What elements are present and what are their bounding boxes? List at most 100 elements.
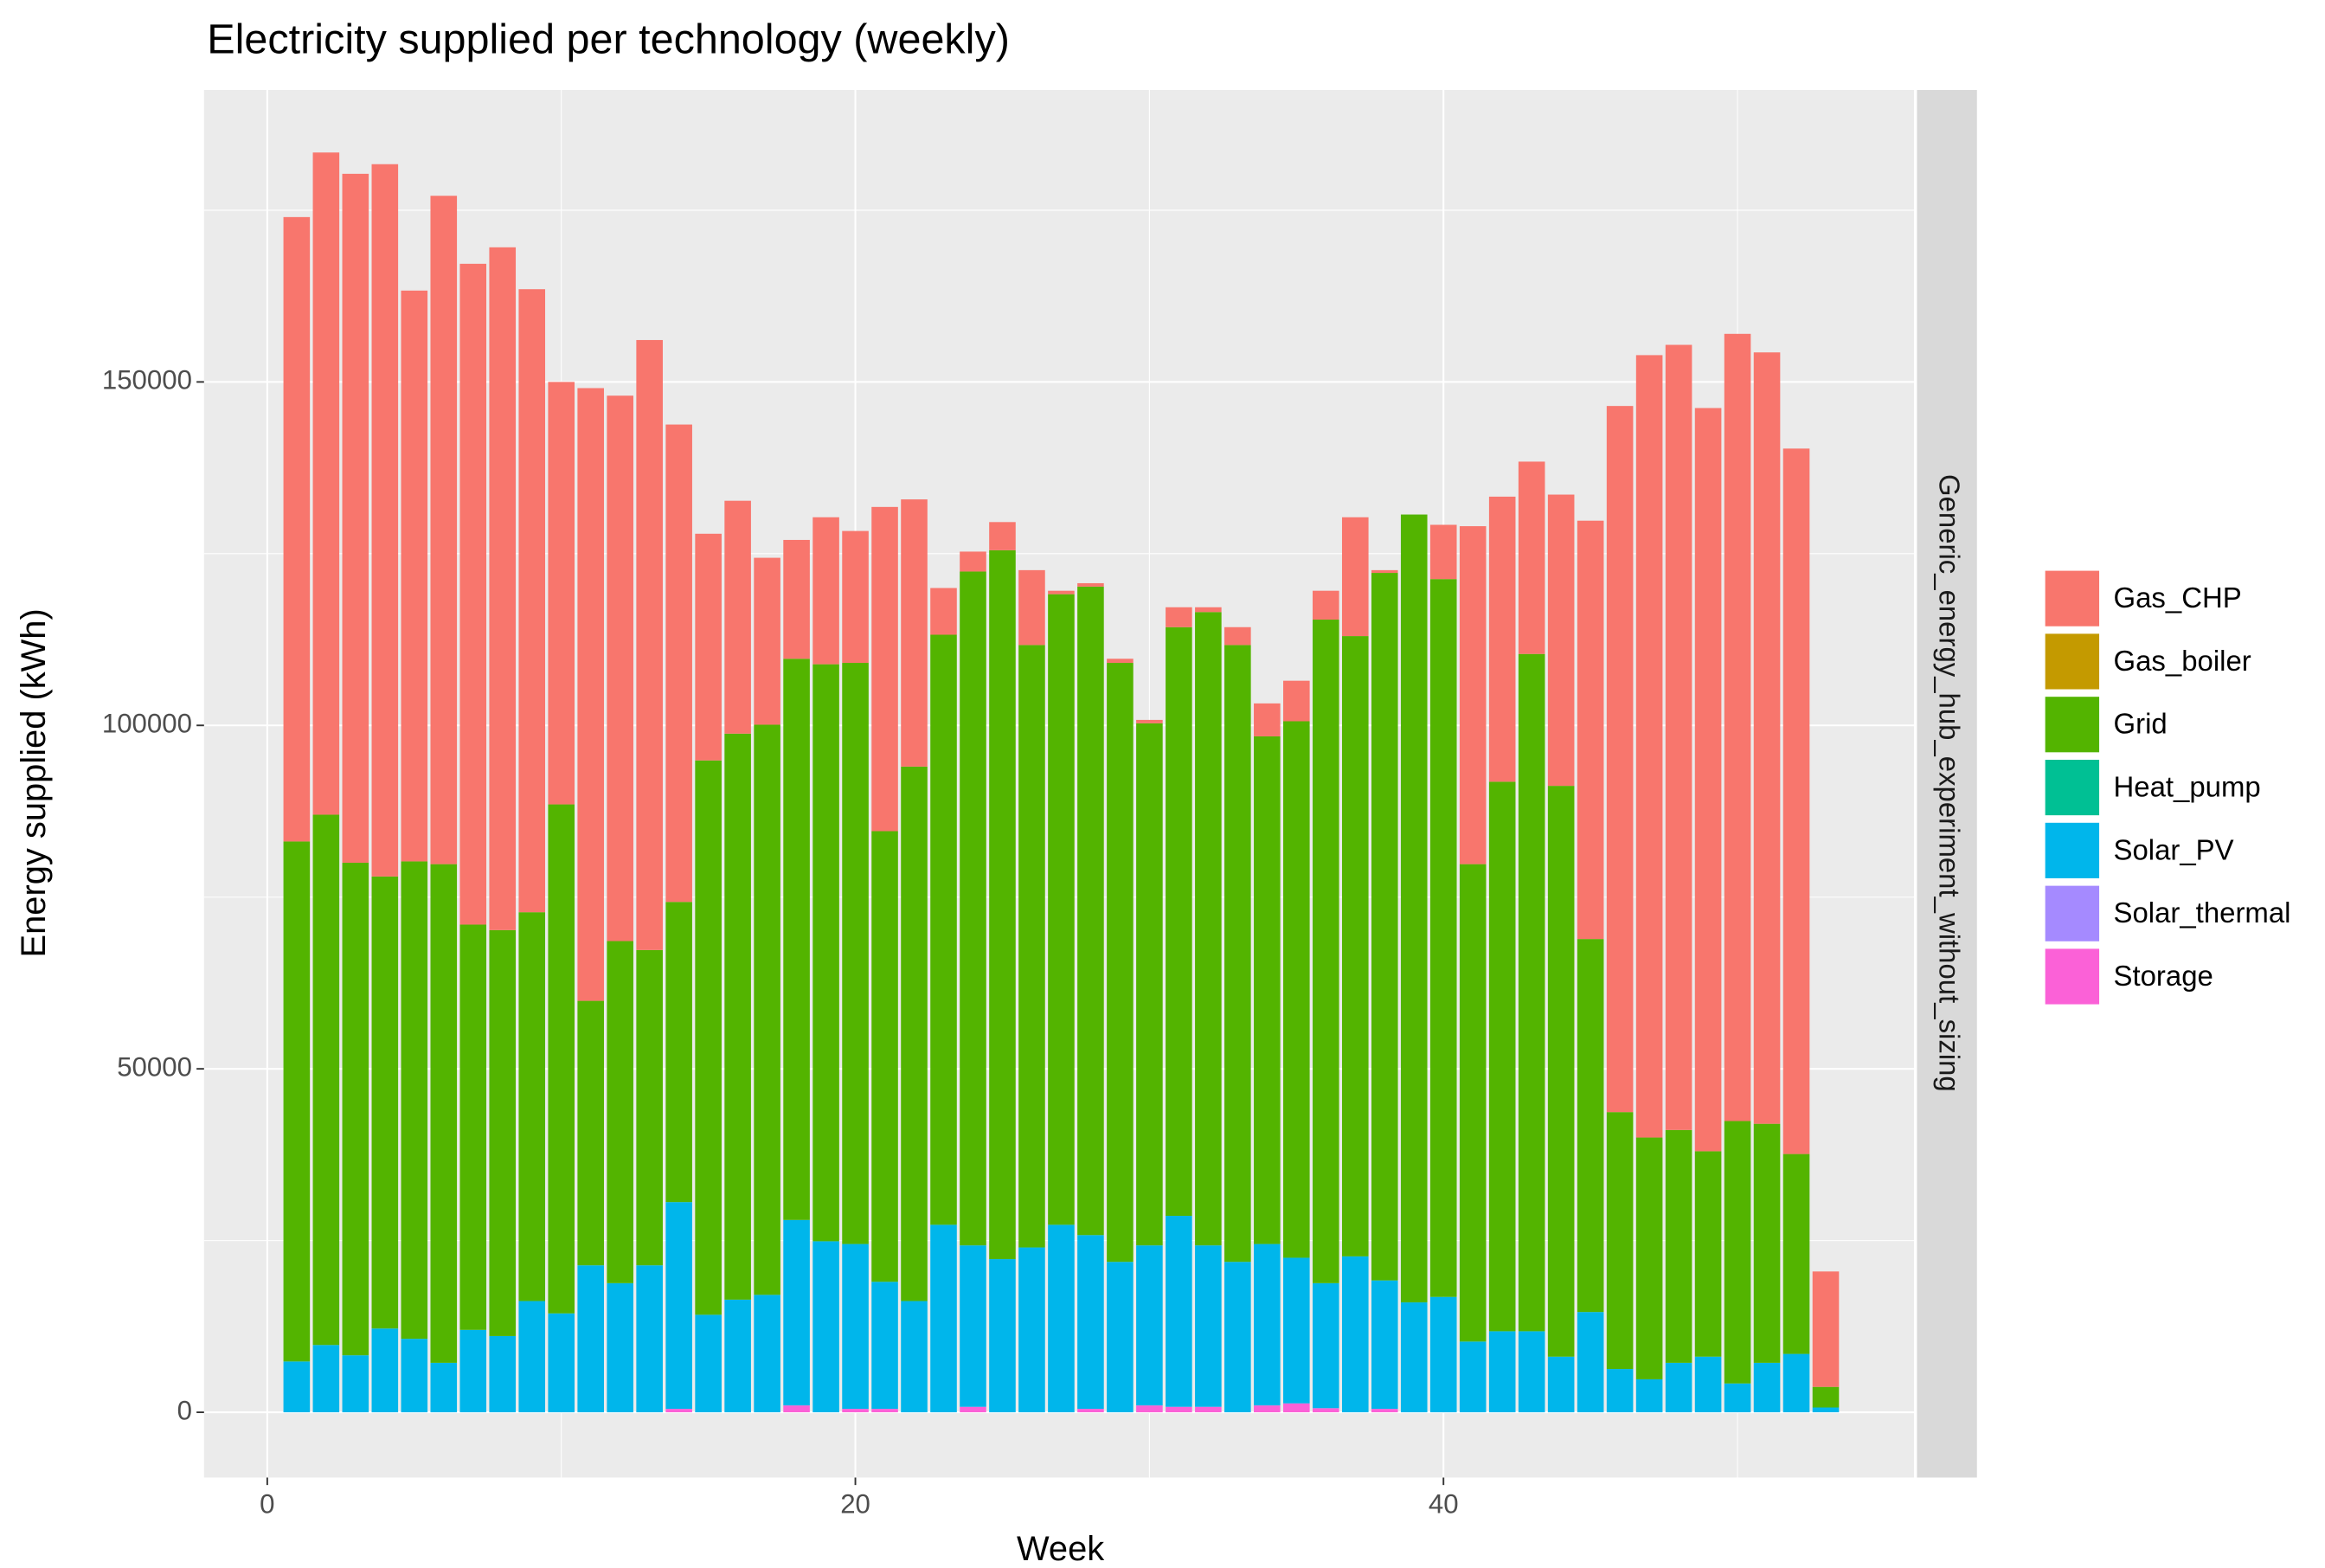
bar-segment: [1077, 582, 1104, 587]
bar-segment: [1107, 1262, 1134, 1413]
bar-segment: [636, 339, 663, 950]
bar-segment: [842, 530, 869, 664]
bar-segment: [1107, 659, 1134, 664]
bar-segment: [401, 1339, 428, 1413]
bar-segment: [312, 152, 340, 815]
bar-segment: [1371, 1280, 1398, 1410]
bar-segment: [1518, 1331, 1545, 1413]
bar-segment: [1195, 1406, 1222, 1413]
legend: Gas_CHP Gas_boiler Grid Heat_pump Solar_PV So…: [2043, 569, 2290, 1006]
legend-key: [2043, 569, 2101, 628]
bar-segment: [1518, 653, 1545, 1332]
bar-segment: [1429, 524, 1457, 580]
bar-segment: [1254, 703, 1281, 736]
bar-segment: [1488, 781, 1516, 1332]
legend-label: Storage: [2114, 960, 2213, 992]
y-tick-label: 0: [177, 1395, 192, 1425]
bar-segment: [930, 1224, 957, 1413]
bar-segment: [1136, 719, 1163, 723]
legend-label: Solar_PV: [2114, 833, 2234, 865]
bar-segment: [548, 1313, 575, 1413]
bar-segment: [1224, 1262, 1251, 1413]
bar-segment: [1782, 1154, 1810, 1354]
bar-segment: [1166, 627, 1192, 1217]
bar-segment: [960, 551, 986, 572]
bar-segment: [1224, 645, 1251, 1263]
bar-segment: [1577, 520, 1604, 940]
bar-segment: [812, 517, 839, 665]
bar-segment: [1048, 1224, 1075, 1413]
bars: [283, 152, 1840, 1413]
bar-segment: [1753, 352, 1781, 1124]
legend-label: Gas_CHP: [2114, 582, 2242, 614]
bar-segment: [577, 388, 604, 1001]
bar-segment: [1724, 333, 1751, 1121]
bar-segment: [1400, 1302, 1428, 1413]
legend-key: [2043, 947, 2101, 1006]
bar-segment: [283, 1361, 311, 1413]
bar-segment: [1488, 1331, 1516, 1413]
chart-title: Electricity supplied per technology (wee…: [207, 16, 1010, 62]
bar-segment: [665, 1202, 692, 1410]
bar-segment: [342, 173, 369, 864]
bar-segment: [1313, 620, 1339, 1283]
bar-segment: [312, 1345, 340, 1413]
bar-segment: [1166, 1406, 1192, 1413]
bar-segment: [1812, 1407, 1840, 1413]
y-tick-label: 100000: [102, 709, 192, 739]
legend-key: [2043, 758, 2101, 817]
bar-segment: [1107, 663, 1134, 1263]
bar-segment: [1254, 1243, 1281, 1406]
bar-segment: [1166, 607, 1192, 627]
bar-segment: [1459, 526, 1487, 864]
bar-segment: [607, 941, 633, 1283]
x-tick-label: 0: [260, 1489, 274, 1520]
bar-segment: [1812, 1386, 1840, 1408]
bar-segment: [1136, 1405, 1163, 1413]
bar-segment: [930, 588, 957, 635]
bar-segment: [312, 814, 340, 1346]
bar-segment: [1283, 680, 1310, 722]
bar-segment: [754, 1295, 780, 1413]
bar-segment: [401, 290, 428, 862]
bar-segment: [1400, 514, 1428, 1303]
bar-segment: [1018, 569, 1045, 646]
bar-segment: [371, 876, 399, 1329]
bar-segment: [1371, 569, 1398, 574]
bar-segment: [842, 1243, 869, 1410]
bar-segment: [1018, 645, 1045, 1248]
bar-segment: [695, 533, 722, 761]
bar-segment: [1606, 1369, 1634, 1413]
bar-segment: [1313, 1282, 1339, 1409]
bar-segment: [754, 557, 780, 725]
legend-key: [2043, 695, 2101, 755]
bar-segment: [1635, 355, 1663, 1138]
bar-segment: [783, 1405, 810, 1413]
bar-segment: [695, 1314, 722, 1413]
bar-segment: [1283, 721, 1310, 1258]
bar-segment: [724, 1299, 751, 1413]
legend-key: [2043, 884, 2101, 943]
bar-segment: [842, 663, 869, 1244]
bar-segment: [871, 1282, 898, 1410]
bar-segment: [1459, 864, 1487, 1342]
bar-segment: [518, 1301, 546, 1413]
bar-segment: [489, 929, 517, 1336]
bar-segment: [1782, 448, 1810, 1154]
bar-segment: [1753, 1123, 1781, 1363]
bar-segment: [1077, 1409, 1104, 1413]
bar-segment: [636, 949, 663, 1266]
bar-segment: [783, 659, 810, 1220]
bar-segment: [1694, 1356, 1722, 1413]
bar-segment: [1577, 939, 1604, 1313]
bar-segment: [724, 733, 751, 1300]
bar-segment: [812, 1241, 839, 1413]
bar-segment: [665, 424, 692, 903]
bar-segment: [607, 395, 633, 941]
bar-segment: [459, 924, 487, 1330]
bar-segment: [1606, 406, 1634, 1113]
bar-segment: [901, 499, 928, 767]
facet-strip: [1917, 90, 1977, 1478]
